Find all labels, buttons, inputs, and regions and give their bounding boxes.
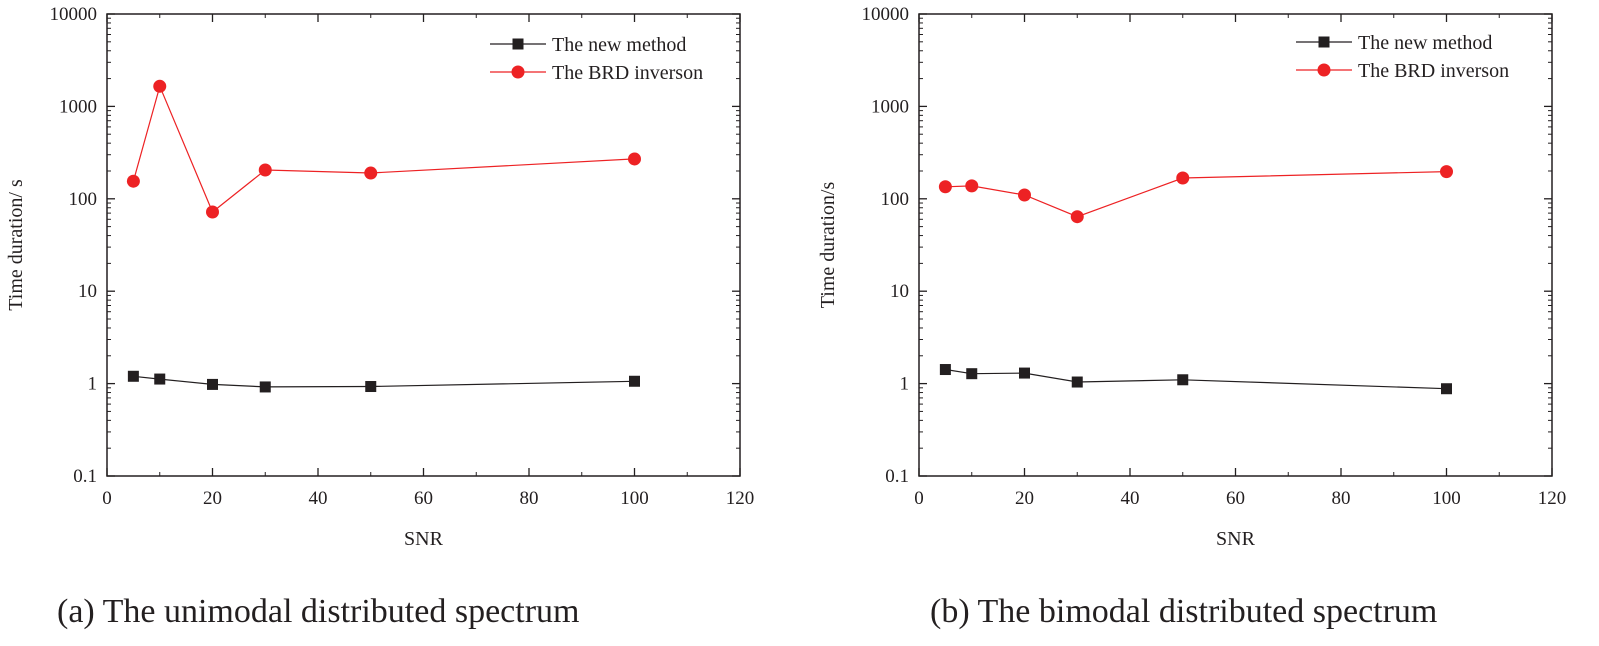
- x-tick-label: 120: [1538, 488, 1567, 509]
- y-tick-label: 1: [88, 374, 98, 395]
- y-tick-label: 0.1: [73, 466, 97, 487]
- legend-entry: The new method: [490, 34, 686, 56]
- x-tick-label: 0: [102, 488, 112, 509]
- x-tick-label: 60: [1226, 488, 1245, 509]
- x-tick-label: 60: [414, 488, 433, 509]
- data-point-circle: [965, 179, 979, 193]
- series-new-method: [127, 370, 640, 393]
- data-point-square: [127, 370, 139, 382]
- data-point-square: [1071, 376, 1083, 388]
- data-point-circle: [364, 166, 378, 180]
- y-tick-label: 1000: [59, 96, 97, 117]
- y-tick-label: 1000: [871, 96, 909, 117]
- y-tick-label: 0.1: [885, 466, 909, 487]
- chart-panel-b: 0.1 1 10 100 1000 10000 0 20 40 60 80 100 120 SNR Time…: [817, 4, 1566, 630]
- legend-label: The new method: [552, 34, 686, 56]
- data-point-circle: [938, 180, 952, 194]
- y-tick-label: 10000: [50, 4, 98, 25]
- legend-label: The BRD inverson: [1358, 60, 1509, 82]
- x-axis-title: SNR: [404, 528, 444, 550]
- y-tick-label: 100: [881, 189, 910, 210]
- series-line: [132, 84, 635, 213]
- data-point-circle: [206, 205, 219, 219]
- y-tick-label: 100: [69, 189, 98, 210]
- data-point-square: [365, 381, 377, 393]
- data-point-square: [207, 378, 218, 390]
- data-point-circle: [1070, 210, 1084, 224]
- y-axis-title: Time duration/s: [817, 182, 839, 309]
- data-point-square: [629, 375, 640, 387]
- data-point-square: [259, 381, 271, 393]
- y-tick-label: 10: [78, 281, 97, 302]
- x-tick-label: 100: [620, 488, 649, 509]
- chart-caption: (a) The unimodal distributed spectrum: [57, 593, 579, 630]
- series-brd-inversion: [938, 165, 1453, 224]
- legend-label: The new method: [1358, 32, 1492, 54]
- x-tick-label: 80: [1332, 488, 1351, 509]
- legend-marker-square: [512, 38, 524, 50]
- series-new-method: [939, 364, 1452, 395]
- data-point-circle: [1440, 165, 1453, 179]
- data-point-circle: [1018, 188, 1031, 202]
- data-point-circle: [258, 163, 272, 177]
- chart-panel-a: 0.1 1 10 100 1000 10000 0 20 40 60 80 100 120 SNR Time…: [5, 4, 754, 630]
- data-point-circle: [153, 79, 167, 93]
- data-point-square: [154, 373, 166, 385]
- y-axis-title: Time duration/ s: [5, 179, 27, 311]
- legend-marker-circle: [1317, 63, 1331, 77]
- legend-marker-square: [1318, 36, 1330, 48]
- legend-entry: The new method: [1296, 32, 1492, 54]
- x-tick-label: 0: [914, 488, 924, 509]
- x-tick-label: 100: [1432, 488, 1461, 509]
- legend-marker-circle: [511, 65, 525, 79]
- data-point-square: [1177, 374, 1189, 386]
- data-point-square: [1019, 367, 1030, 379]
- x-tick-label: 40: [309, 488, 328, 509]
- x-axis-title: SNR: [1216, 528, 1256, 550]
- x-tick-label: 20: [203, 488, 222, 509]
- plot-frame: [918, 13, 1553, 477]
- x-tick-label: 120: [726, 488, 755, 509]
- data-point-square: [1441, 383, 1452, 395]
- data-point-circle: [628, 152, 641, 166]
- x-tick-label: 20: [1015, 488, 1034, 509]
- legend-label: The BRD inverson: [552, 62, 703, 84]
- data-point-square: [939, 364, 951, 376]
- legend-entry: The BRD inverson: [1296, 60, 1509, 82]
- data-point-circle: [126, 174, 140, 188]
- y-tick-label: 10: [890, 281, 909, 302]
- x-tick-label: 80: [520, 488, 539, 509]
- x-tick-label: 40: [1121, 488, 1140, 509]
- data-point-square: [966, 368, 978, 380]
- series-brd-inversion: [126, 79, 641, 219]
- legend-entry: The BRD inverson: [490, 62, 703, 84]
- chart-caption: (b) The bimodal distributed spectrum: [930, 593, 1437, 630]
- y-tick-label: 10000: [862, 4, 910, 25]
- data-point-circle: [1176, 171, 1190, 185]
- y-tick-label: 1: [900, 374, 910, 395]
